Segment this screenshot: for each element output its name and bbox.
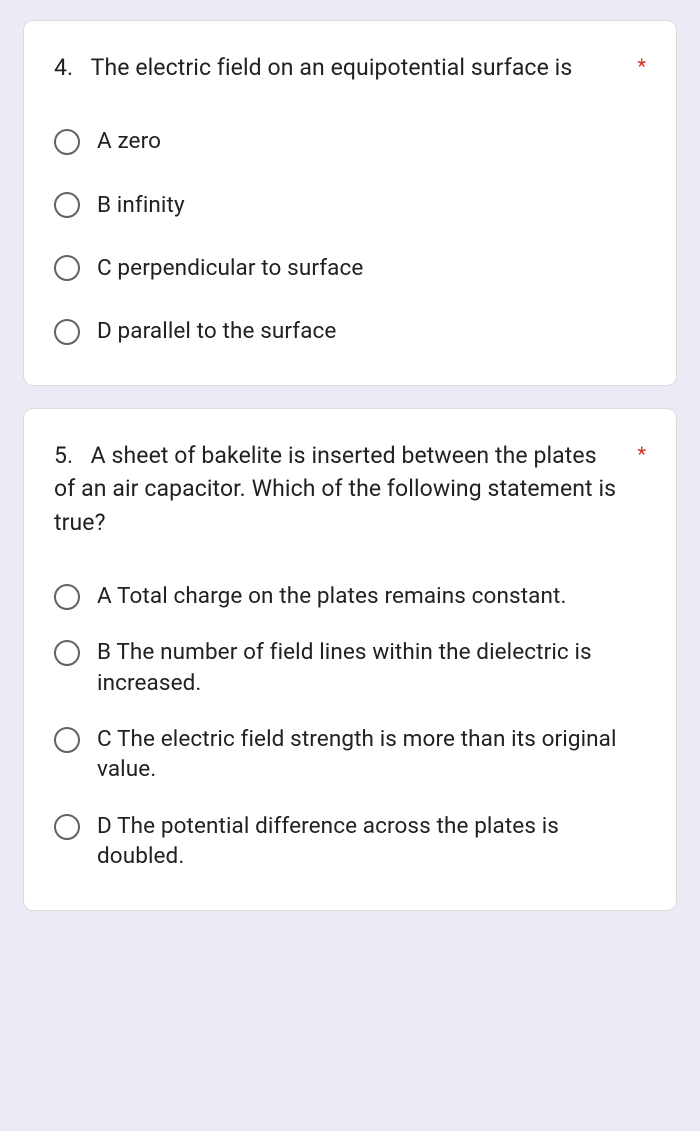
radio-option[interactable]: A Total charge on the plates remains con… bbox=[54, 581, 646, 611]
radio-option[interactable]: C The electric field strength is more th… bbox=[54, 724, 646, 785]
option-label: B infinity bbox=[97, 190, 185, 220]
radio-icon bbox=[54, 192, 80, 218]
radio-option[interactable]: D parallel to the surface bbox=[54, 316, 646, 346]
question-body: A sheet of bakelite is inserted between … bbox=[54, 442, 616, 536]
option-label: D The potential difference across the pl… bbox=[97, 811, 646, 872]
options-list: A zero B infinity C perpendicular to sur… bbox=[54, 126, 646, 347]
options-list: A Total charge on the plates remains con… bbox=[54, 581, 646, 872]
radio-option[interactable]: A zero bbox=[54, 126, 646, 156]
option-label: A zero bbox=[97, 126, 161, 156]
radio-icon bbox=[54, 129, 80, 155]
radio-icon bbox=[54, 319, 80, 345]
radio-icon bbox=[54, 584, 80, 610]
question-header: 5. A sheet of bakelite is inserted betwe… bbox=[54, 439, 646, 539]
option-label: C The electric field strength is more th… bbox=[97, 724, 646, 785]
radio-option[interactable]: D The potential difference across the pl… bbox=[54, 811, 646, 872]
question-card: 5. A sheet of bakelite is inserted betwe… bbox=[23, 408, 677, 911]
option-label: A Total charge on the plates remains con… bbox=[97, 581, 567, 611]
question-number: 4. bbox=[54, 54, 73, 81]
question-header: 4. The electric field on an equipotentia… bbox=[54, 51, 646, 84]
radio-icon bbox=[54, 255, 80, 281]
question-card: 4. The electric field on an equipotentia… bbox=[23, 20, 677, 386]
radio-icon bbox=[54, 814, 80, 840]
question-body: The electric field on an equipotential s… bbox=[91, 54, 573, 81]
radio-option[interactable]: B The number of field lines within the d… bbox=[54, 637, 646, 698]
option-label: D parallel to the surface bbox=[97, 316, 336, 346]
required-asterisk: * bbox=[637, 51, 646, 81]
question-number: 5. bbox=[54, 442, 73, 469]
radio-icon bbox=[54, 640, 80, 666]
question-text: 4. The electric field on an equipotentia… bbox=[54, 51, 623, 84]
radio-option[interactable]: C perpendicular to surface bbox=[54, 253, 646, 283]
question-text: 5. A sheet of bakelite is inserted betwe… bbox=[54, 439, 623, 539]
required-asterisk: * bbox=[637, 439, 646, 469]
option-label: C perpendicular to surface bbox=[97, 253, 363, 283]
radio-icon bbox=[54, 727, 80, 753]
option-label: B The number of field lines within the d… bbox=[97, 637, 646, 698]
radio-option[interactable]: B infinity bbox=[54, 190, 646, 220]
